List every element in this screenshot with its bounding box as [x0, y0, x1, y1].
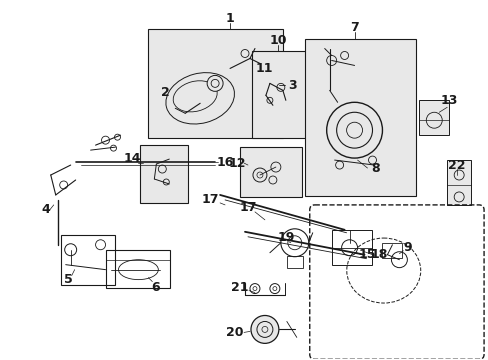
- Bar: [105, 250, 170, 288]
- Text: 4: 4: [41, 203, 50, 216]
- Bar: [382, 243, 402, 258]
- Text: 21: 21: [231, 281, 248, 294]
- Circle shape: [207, 75, 223, 91]
- Text: 22: 22: [447, 158, 465, 172]
- Bar: [240, 147, 301, 197]
- Text: 17: 17: [201, 193, 219, 206]
- Bar: [61, 235, 115, 285]
- Text: 18: 18: [370, 248, 387, 261]
- Text: 12: 12: [228, 157, 245, 170]
- Circle shape: [326, 102, 382, 158]
- Text: 11: 11: [255, 62, 272, 75]
- Text: 13: 13: [440, 94, 457, 107]
- Text: 20: 20: [226, 326, 244, 339]
- Text: 17: 17: [239, 201, 256, 215]
- Circle shape: [250, 315, 278, 343]
- Bar: [148, 28, 282, 138]
- Text: 1: 1: [225, 12, 234, 25]
- Text: 6: 6: [151, 281, 159, 294]
- Text: 7: 7: [349, 21, 358, 34]
- Text: 9: 9: [402, 241, 411, 254]
- Bar: [331, 230, 371, 265]
- Text: 8: 8: [370, 162, 379, 175]
- Bar: [140, 145, 188, 203]
- Text: 10: 10: [268, 34, 286, 47]
- Bar: [419, 100, 448, 135]
- Text: 15: 15: [358, 248, 375, 261]
- Text: 5: 5: [64, 273, 73, 286]
- Text: 14: 14: [123, 152, 141, 165]
- Text: 3: 3: [288, 79, 297, 92]
- Text: 16: 16: [216, 156, 233, 168]
- Bar: [447, 160, 470, 205]
- Text: 19: 19: [277, 231, 294, 244]
- Text: 2: 2: [161, 86, 169, 99]
- Bar: [251, 50, 311, 138]
- Bar: [286, 256, 302, 268]
- Bar: [304, 39, 415, 196]
